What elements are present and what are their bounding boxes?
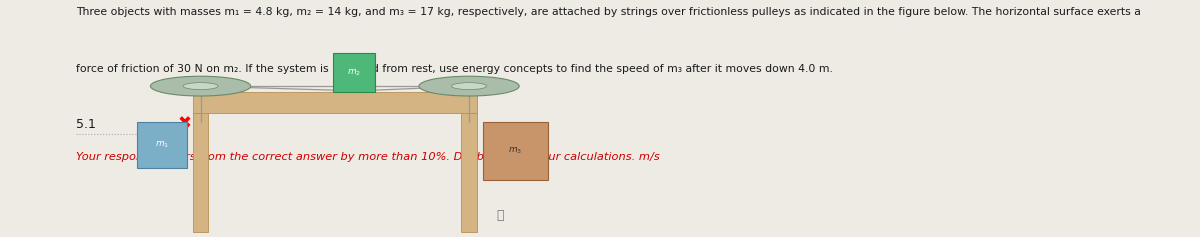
Circle shape [182,83,218,90]
Bar [461,113,476,232]
Circle shape [451,83,487,90]
Bar [193,113,209,232]
Text: 5.1: 5.1 [76,118,96,132]
Text: $m_1$: $m_1$ [155,140,169,150]
Text: ✖: ✖ [178,115,192,133]
Text: $m_2$: $m_2$ [347,67,361,78]
Bar [482,122,548,180]
Bar [137,122,187,168]
Circle shape [419,76,520,96]
Text: $m_3$: $m_3$ [509,146,523,156]
Bar [332,53,376,92]
Text: Your response differs from the correct answer by more than 10%. Double check you: Your response differs from the correct a… [76,152,659,162]
Bar [193,92,476,113]
Text: ⓘ: ⓘ [496,209,504,222]
Text: Three objects with masses m₁ = 4.8 kg, m₂ = 14 kg, and m₃ = 17 kg, respectively,: Three objects with masses m₁ = 4.8 kg, m… [76,7,1140,17]
Circle shape [150,76,251,96]
Text: force of friction of 30 N on m₂. If the system is released from rest, use energy: force of friction of 30 N on m₂. If the … [76,64,833,74]
